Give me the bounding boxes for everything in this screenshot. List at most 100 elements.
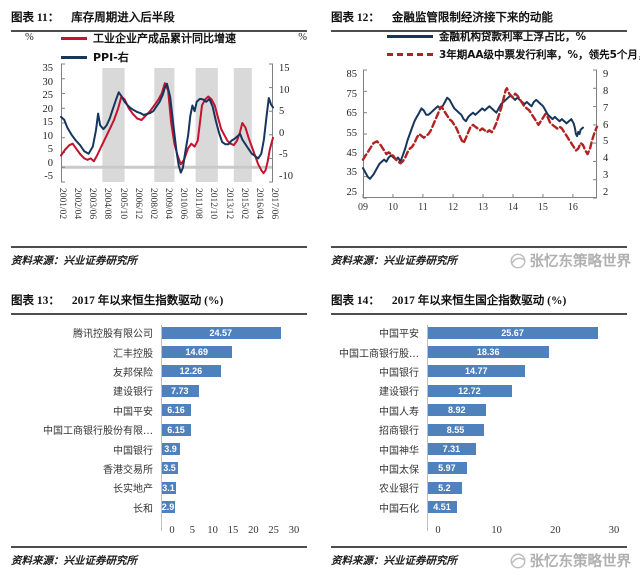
x-axis-tick-label: 16	[567, 202, 578, 213]
bar-track: 3.5	[161, 462, 307, 475]
bar-track: 5.97	[427, 462, 627, 475]
legend-label: 金融机构贷款利率上浮占比，%	[439, 31, 587, 43]
axis-tick: 30	[42, 76, 54, 88]
bar-axis-line	[161, 325, 162, 531]
axis-tick: 45	[346, 147, 358, 159]
bar-category-label: 长和	[133, 503, 153, 515]
x-axis-tick-label: 13	[478, 202, 488, 213]
axis-tick: 5	[47, 144, 53, 155]
bar: 6.16	[161, 404, 191, 417]
bar-value-label: 5.97	[438, 463, 456, 474]
bar: 3.9	[161, 443, 180, 456]
axis-tick: 8	[603, 85, 609, 97]
x-axis-tick-label: 30	[288, 525, 300, 536]
bar-row: 汇丰控股 14.69	[11, 342, 307, 361]
bar-value-label: 18.36	[476, 347, 500, 358]
x-axis-tick-label: 20	[550, 525, 561, 536]
x-axis-tick-label: 10	[207, 525, 218, 536]
bar: 2.9	[161, 501, 176, 514]
chart-11-legend: % 工业企业产成品累计同比增速 PPI-右 %	[11, 30, 307, 64]
x-axis-tick-label: 0	[435, 525, 441, 536]
bar-row: 中国工商银行股… 18.36	[331, 342, 627, 361]
axis-tick: 25	[346, 186, 358, 198]
bar-category-label: 建设银行	[113, 387, 153, 399]
chart-14-bars: 中国平安 25.67 中国工商银行股… 18.36 中国银行 14.77 建设银行 12.72…	[331, 323, 627, 531]
x-axis-tick-label: 2003/06	[87, 188, 98, 220]
chart-13-title: 图表 13： 2017 年以来恒生指数驱动 (%)	[11, 292, 307, 315]
bar-value-label: 14.77	[464, 366, 488, 377]
bar-row: 建设银行 7.73	[11, 381, 307, 400]
x-axis-tick-label: 2005/10	[117, 188, 128, 220]
figure-title: 库存周期进入后半段	[71, 12, 175, 24]
legend-label: 工业企业产成品累计同比增速	[93, 32, 236, 45]
figure-title: 2017 年以来恒生指数驱动 (%)	[71, 295, 224, 307]
axis-tick: 5	[279, 106, 285, 118]
figure-label: 图表 14：	[331, 295, 380, 307]
x-axis-tick-label: 2011/08	[193, 188, 204, 219]
x-axis-tick-label: 2013/12	[223, 188, 234, 220]
chart-11-left-axis: 35 30 25 20 15 10 5 0 -5	[11, 63, 54, 182]
axis-tick: 6	[603, 119, 609, 131]
axis-tick: -10	[279, 170, 293, 182]
axis-tick: 0	[279, 127, 285, 139]
chart-13-x-axis: 0 5 10 15 20 25 30	[169, 523, 299, 539]
x-axis-tick-label: 15	[537, 202, 548, 213]
bar-category-label: 中国神华	[379, 445, 419, 457]
bar: 5.97	[427, 462, 467, 475]
bar-row: 农业银行 5.2	[331, 478, 627, 497]
x-axis-tick-label: 10	[491, 525, 502, 536]
legend-item-mtn-yield: 3年期AA级中票发行利率，%，领先5个月，右轴	[387, 47, 640, 62]
figure-title: 2017 年以来恒生国企指数驱动 (%)	[391, 295, 567, 307]
x-axis-tick-label: 2002/04	[72, 188, 83, 220]
axis-tick: 0	[47, 157, 53, 169]
series-line	[362, 94, 584, 180]
bar-value-label: 3.9	[164, 444, 177, 455]
bar-row: 中国石化 4.51	[331, 498, 627, 517]
series-line	[60, 82, 274, 175]
legend-swatch	[61, 55, 87, 59]
bar-track: 8.55	[427, 423, 627, 436]
bar: 6.15	[161, 423, 191, 436]
bar-row: 中国工商银行股份有限… 6.15	[11, 420, 307, 439]
x-axis-tick-label: 2016/04	[253, 188, 264, 220]
bar-category-label: 建设银行	[379, 387, 419, 399]
bar-category-label: 招商银行	[379, 426, 419, 438]
chart-12-title: 图表 12： 金融监管限制经济接下来的动能	[331, 9, 627, 32]
bar-value-label: 7.31	[442, 444, 461, 455]
chart-14-title: 图表 14： 2017 年以来恒生国企指数驱动 (%)	[331, 292, 627, 315]
bar: 14.69	[161, 346, 233, 359]
bar-row: 友邦保险 12.26	[11, 362, 307, 381]
x-axis-tick-label: 2012/10	[208, 188, 219, 220]
bar-track: 18.36	[427, 346, 627, 359]
source-text: 资料来源：兴业证券研究所	[331, 256, 457, 267]
x-axis-tick-label: 2017/06	[269, 188, 279, 220]
bar-row: 建设银行 12.72	[331, 381, 627, 400]
x-axis-tick-label: 14	[508, 202, 518, 213]
source-text: 资料来源：兴业证券研究所	[11, 556, 137, 567]
figure-label: 图表 13：	[11, 295, 60, 307]
axis-tick: 75	[346, 88, 358, 100]
bar-track: 24.57	[161, 326, 307, 339]
bar: 18.36	[427, 346, 550, 359]
x-axis-tick-label: 2015/02	[238, 188, 249, 220]
axis-tick: 55	[346, 127, 358, 139]
bar: 25.67	[427, 326, 599, 339]
legend-label: PPI-右	[93, 51, 129, 64]
bar-track: 14.69	[161, 346, 307, 359]
legend-item-industrial-output: 工业企业产成品累计同比增速	[61, 30, 307, 46]
bar-category-label: 中国平安	[113, 406, 153, 418]
bar: 4.51	[427, 501, 458, 514]
bar-category-label: 腾讯控股有限公司	[73, 329, 153, 341]
bar-category-label: 农业银行	[379, 484, 419, 496]
chart-13-source: 资料来源：兴业证券研究所	[11, 546, 307, 575]
bar-track: 25.67	[427, 326, 627, 339]
panel-chart-13: 图表 13： 2017 年以来恒生指数驱动 (%) 腾讯控股有限公司 24.57 汇丰…	[0, 283, 320, 583]
bar: 24.57	[161, 326, 281, 339]
bar-value-label: 5.2	[438, 482, 451, 493]
chart-12-left-axis: 85 75 65 55 45 35 25	[333, 69, 358, 198]
bar-row: 中国平安 25.67	[331, 323, 627, 342]
chart-14-source: 资料来源：兴业证券研究所 张忆东策略世界	[331, 546, 631, 575]
x-axis-tick-label: 2009/04	[163, 188, 173, 220]
axis-tick: 85	[346, 69, 358, 80]
bar-category-label: 香港交易所	[103, 464, 153, 476]
